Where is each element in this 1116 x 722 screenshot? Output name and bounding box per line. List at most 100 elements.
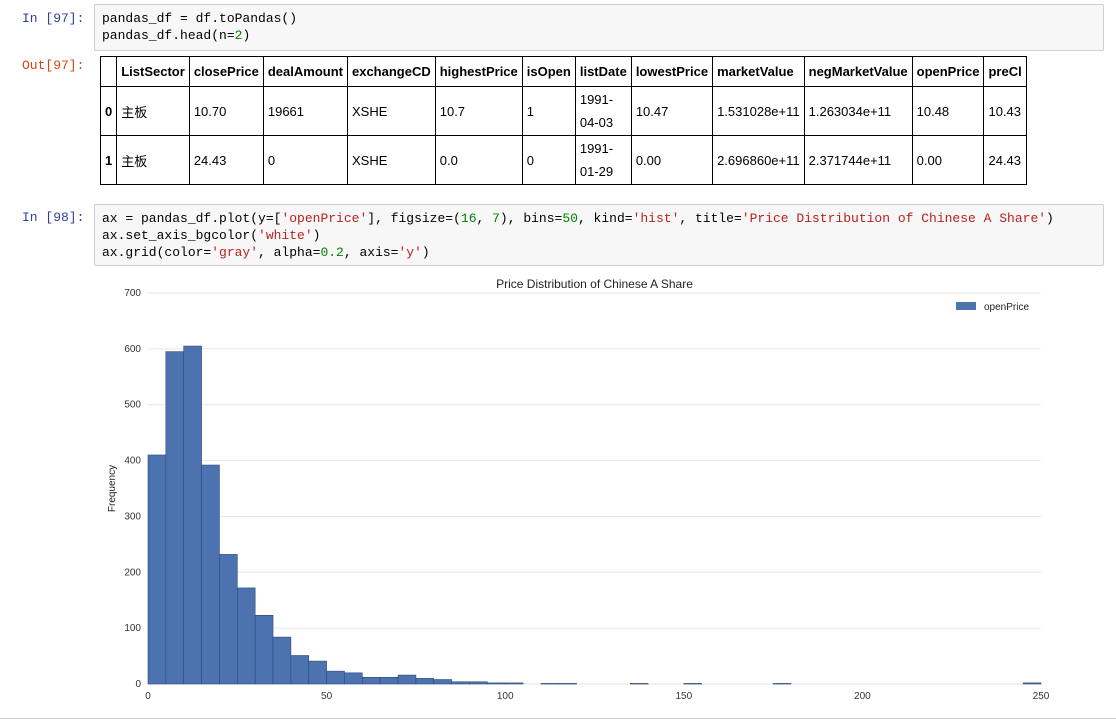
column-header: marketValue bbox=[712, 56, 805, 87]
y-tick-label: 100 bbox=[124, 623, 141, 634]
column-header: ListSector bbox=[116, 56, 190, 87]
y-tick-label: 500 bbox=[124, 400, 141, 411]
table-cell: XSHE bbox=[346, 135, 436, 185]
dataframe-output: ListSector closePrice dealAmount exchangeCD… bbox=[100, 56, 1092, 186]
column-header: closePrice bbox=[188, 56, 264, 87]
histogram-bar bbox=[540, 683, 560, 685]
column-header: dealAmount bbox=[262, 56, 348, 87]
table-cell: 10.48 bbox=[911, 86, 985, 136]
table-cell: 1991- 04-03 bbox=[574, 86, 632, 136]
code-cell-97[interactable]: pandas_df = df.toPandas() pandas_df.head… bbox=[94, 4, 1104, 51]
table-cell: 1.263034e+11 bbox=[803, 86, 913, 136]
code-line-1: pandas_df = df.toPandas() bbox=[102, 11, 298, 26]
chart-title: Price Distribution of Chinese A Share bbox=[496, 277, 693, 291]
y-tick-label: 0 bbox=[135, 679, 141, 690]
table-cell: 24.43 bbox=[188, 135, 264, 185]
table-row: 1 主板 24.43 0 XSHE 0.0 0 1991- 01-29 0.00 2.696860e… bbox=[100, 135, 1027, 185]
histogram-bar bbox=[415, 678, 435, 685]
y-tick-label: 200 bbox=[124, 567, 141, 578]
legend-label: openPrice bbox=[984, 302, 1029, 313]
histogram-chart: 0 100 200 300 400 500 600 700 0 50 100 150 200 250 Pri… bbox=[107, 277, 1050, 702]
input-prompt-98: In [98]: bbox=[22, 210, 85, 225]
output-prompt-97: Out[97]: bbox=[22, 58, 85, 73]
table-cell: 2.371744e+11 bbox=[803, 135, 913, 185]
plot-area bbox=[148, 293, 1041, 684]
x-tick-label: 250 bbox=[1033, 691, 1050, 702]
table-cell: 10.70 bbox=[188, 86, 264, 136]
column-header: isOpen bbox=[521, 56, 576, 87]
table-cell: 0 bbox=[521, 135, 576, 185]
column-header: highestPrice bbox=[434, 56, 523, 87]
legend-swatch bbox=[956, 302, 976, 310]
histogram-bar bbox=[629, 683, 649, 685]
histogram-bar bbox=[183, 345, 202, 685]
table-cell: 1 bbox=[521, 86, 576, 136]
column-header: listDate bbox=[574, 56, 632, 87]
row-index: 1 bbox=[100, 135, 118, 185]
histogram-bar bbox=[219, 554, 238, 685]
histogram-bar bbox=[487, 682, 506, 685]
x-tick-label: 200 bbox=[854, 691, 871, 702]
x-tick-label: 50 bbox=[321, 691, 333, 702]
x-tick-label: 150 bbox=[675, 691, 692, 702]
table-cell: 19661 bbox=[262, 86, 348, 136]
histogram-bar bbox=[254, 614, 274, 685]
histogram-bar bbox=[379, 676, 399, 685]
column-header: openPrice bbox=[911, 56, 985, 87]
y-tick-label: 600 bbox=[124, 344, 141, 355]
y-tick-label: 400 bbox=[124, 456, 141, 467]
table-cell: 1.531028e+11 bbox=[712, 86, 805, 136]
table-row: 0 主板 10.70 19661 XSHE 10.7 1 1991- 04-03 10.47 1.5… bbox=[100, 86, 1027, 136]
x-tick-label: 0 bbox=[145, 691, 151, 702]
code-line-3: ax.grid(color='gray', alpha=0.2, axis='y… bbox=[102, 245, 430, 260]
histogram-bar bbox=[308, 660, 327, 685]
table-cell: XSHE bbox=[346, 86, 436, 136]
histogram-bar bbox=[272, 636, 292, 685]
x-tick-label: 100 bbox=[497, 691, 514, 702]
histogram-bar bbox=[290, 655, 310, 685]
histogram-bar bbox=[433, 679, 452, 685]
table-cell: 1991- 01-29 bbox=[574, 135, 632, 185]
histogram-bar bbox=[362, 676, 381, 685]
index-header bbox=[100, 56, 118, 87]
row-index: 0 bbox=[100, 86, 118, 136]
column-header: exchangeCD bbox=[346, 56, 436, 87]
table-cell: 10.47 bbox=[630, 86, 714, 136]
code-line-2: ax.set_axis_bgcolor('white') bbox=[102, 228, 321, 243]
histogram-bar bbox=[344, 672, 363, 685]
y-tick-label: 300 bbox=[124, 511, 141, 522]
code-line-2: pandas_df.head(n=2) bbox=[102, 28, 251, 43]
code-line-1: ax = pandas_df.plot(y=['openPrice'], fig… bbox=[102, 211, 1054, 226]
histogram-bar bbox=[147, 454, 167, 685]
histogram-bar bbox=[683, 683, 702, 685]
code-cell-98[interactable]: ax = pandas_df.plot(y=['openPrice'], fig… bbox=[94, 204, 1104, 266]
histogram-bar bbox=[558, 683, 577, 685]
histogram-bar bbox=[772, 683, 792, 685]
table-cell: 0.0 bbox=[434, 135, 523, 185]
table-cell: 10.43 bbox=[983, 86, 1027, 136]
table-cell: 24.43 bbox=[983, 135, 1027, 185]
table-cell: 2.696860e+11 bbox=[712, 135, 805, 185]
cell-divider bbox=[0, 718, 1116, 719]
table-cell: 0.00 bbox=[911, 135, 985, 185]
column-header: negMarketValue bbox=[803, 56, 913, 87]
histogram-bar bbox=[326, 670, 345, 685]
histogram-bar bbox=[201, 464, 220, 685]
table-cell: 10.7 bbox=[434, 86, 523, 136]
input-prompt-97: In [97]: bbox=[22, 11, 85, 26]
histogram-bar bbox=[469, 681, 488, 685]
histogram-bar bbox=[451, 681, 470, 685]
y-tick-label: 700 bbox=[124, 288, 141, 299]
histogram-bar bbox=[237, 587, 256, 685]
column-header: lowestPrice bbox=[630, 56, 714, 87]
histogram-bar bbox=[504, 682, 524, 685]
table-cell: 0.00 bbox=[630, 135, 714, 185]
y-axis-label: Frequency bbox=[107, 465, 118, 512]
table-cell: 0 bbox=[262, 135, 348, 185]
dataframe-table: ListSector closePrice dealAmount exchangeCD… bbox=[100, 56, 1027, 185]
column-header: preCl bbox=[983, 56, 1027, 87]
histogram-bar bbox=[1022, 682, 1042, 685]
histogram-bar bbox=[165, 351, 185, 685]
table-cell: 主板 bbox=[116, 86, 190, 136]
histogram-bar bbox=[397, 674, 417, 685]
